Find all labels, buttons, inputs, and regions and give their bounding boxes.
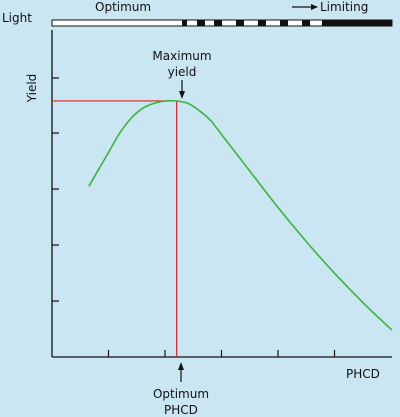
light-limiting-block [236,20,244,26]
x-axis-label: PHCD [346,367,380,381]
y-ticks [52,77,59,302]
light-limiting-block [214,20,222,26]
light-limiting-block [280,20,288,26]
light-limiting-label: Limiting [320,0,368,14]
light-optimum-label: Optimum [95,0,151,14]
yield-curve [88,99,393,331]
light-limiting-block [322,20,392,26]
y-axis-label: Yield [25,74,39,104]
phcd-label: PHCD [164,403,198,417]
light-limiting-block [258,20,266,26]
maximum-label: Maximum [152,49,211,63]
optimum-label: Optimum [153,387,209,401]
limiting-arrow-icon [292,4,318,10]
light-limiting-block [302,20,310,26]
light-limiting-block [197,20,205,26]
light-label: Light [2,11,32,25]
yield-label: yield [168,65,197,79]
optimum-arrow-icon [178,362,184,382]
maximum-arrow-icon [179,80,185,99]
light-limiting-block [182,20,187,26]
x-ticks [107,350,336,357]
light-bar-limiting-dashes [182,20,392,26]
